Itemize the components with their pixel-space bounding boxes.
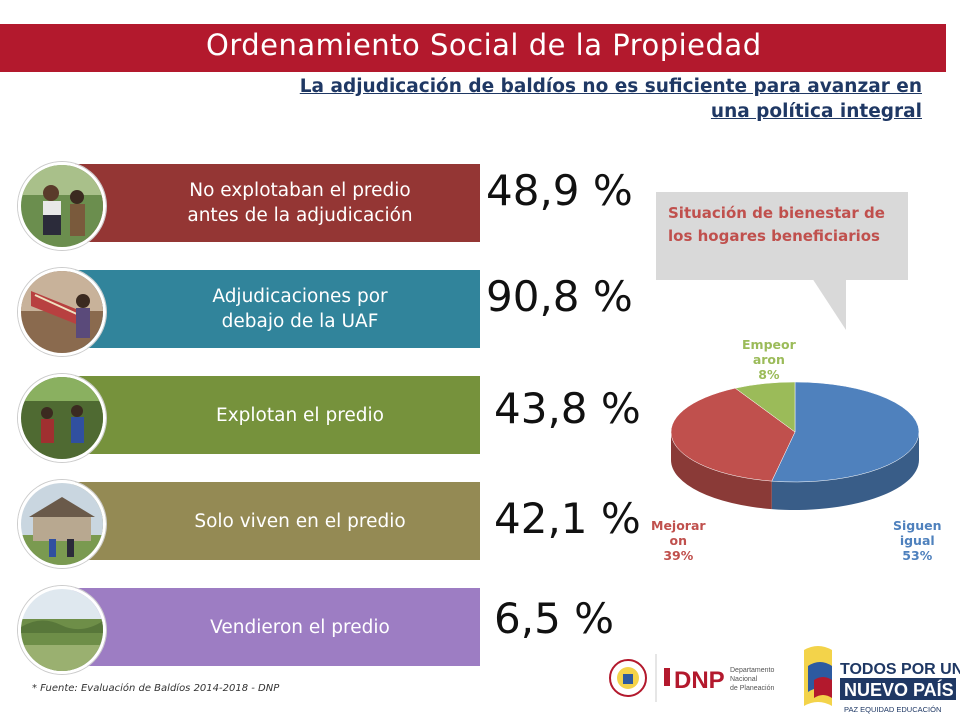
callout-box: Situación de bienestar de los hogares be…	[656, 192, 908, 280]
pie-chart	[670, 381, 920, 510]
pie-slice	[734, 381, 796, 433]
logos-area: DNP Departamento Nacional de Planeación …	[608, 636, 960, 720]
indicator-value: 48,9 %	[486, 166, 633, 215]
indicator-row-2: Adjudicaciones por debajo de la UAF 90,8…	[0, 268, 633, 356]
indicator-label: Vendieron el predio	[210, 616, 390, 638]
svg-text:Nacional: Nacional	[730, 676, 758, 683]
indicator-band: Solo viven en el predio	[72, 482, 480, 560]
pie-slice-side	[671, 432, 772, 510]
pie-slice-side	[771, 432, 919, 510]
pie-slice	[771, 381, 920, 483]
todos-por-un-nuevo-pais-logo-icon: TODOS POR UN NUEVO PAÍS PAZ EQUIDAD EDUC…	[804, 646, 960, 714]
pie-label-siguen-igual: Siguen igual 53%	[893, 518, 942, 563]
pie-slice	[670, 387, 796, 482]
svg-text:Departamento: Departamento	[730, 667, 774, 674]
weaving-photo-icon	[18, 268, 106, 356]
callout-text: Situación de bienestar de los hogares be…	[668, 204, 885, 245]
indicator-value: 90,8 %	[486, 272, 633, 321]
house-photo-icon	[18, 480, 106, 568]
field-workers-photo-icon	[18, 374, 106, 462]
dnp-logo-text: DNP	[674, 667, 725, 694]
colombia-seal-icon	[609, 659, 647, 697]
page-title: Ordenamiento Social de la Propiedad	[206, 28, 762, 62]
indicator-value: 43,8 %	[494, 384, 641, 433]
svg-text:NUEVO PAÍS: NUEVO PAÍS	[844, 679, 954, 700]
title-bar: Ordenamiento Social de la Propiedad	[0, 24, 946, 72]
indicator-band: Explotan el predio	[72, 376, 480, 454]
source-footnote: * Fuente: Evaluación de Baldíos 2014-201…	[32, 683, 280, 694]
pie-label-mejoraron: Mejorar on 39%	[651, 518, 706, 563]
indicator-row-4: Solo viven en el predio 42,1 %	[0, 480, 641, 568]
indicator-row-5: Vendieron el predio 6,5 %	[0, 586, 614, 674]
indicator-label: No explotaban el predio antes de la adju…	[187, 180, 413, 226]
svg-text:PAZ EQUIDAD EDUCACIÓN: PAZ EQUIDAD EDUCACIÓN	[844, 705, 941, 714]
subtitle: La adjudicación de baldíos no es suficie…	[162, 74, 922, 124]
indicator-label: Explotan el predio	[216, 404, 384, 426]
indicator-label: Adjudicaciones por debajo de la UAF	[212, 286, 388, 332]
indicator-value: 42,1 %	[494, 494, 641, 543]
farmer-photo-icon	[18, 162, 106, 250]
indicator-row-1: No explotaban el predio antes de la adju…	[0, 162, 633, 250]
svg-text:TODOS POR UN: TODOS POR UN	[840, 661, 960, 678]
indicator-band: Adjudicaciones por debajo de la UAF	[72, 270, 480, 348]
pie-label-empeoraron: Empeor aron 8%	[742, 337, 796, 382]
subtitle-line-1: La adjudicación de baldíos no es suficie…	[299, 76, 922, 97]
indicator-value: 6,5 %	[494, 594, 615, 643]
indicator-label: Solo viven en el predio	[194, 510, 406, 532]
dnp-logo-icon: DNP Departamento Nacional de Planeación	[664, 667, 774, 694]
svg-text:de Planeación: de Planeación	[730, 685, 774, 692]
indicator-band: No explotaban el predio antes de la adju…	[72, 164, 480, 242]
indicator-band: Vendieron el predio	[72, 588, 480, 666]
landscape-photo-icon	[18, 586, 106, 674]
subtitle-line-2: una política integral	[710, 101, 922, 122]
callout-pointer	[812, 278, 846, 330]
indicator-row-3: Explotan el predio 43,8 %	[0, 374, 641, 462]
